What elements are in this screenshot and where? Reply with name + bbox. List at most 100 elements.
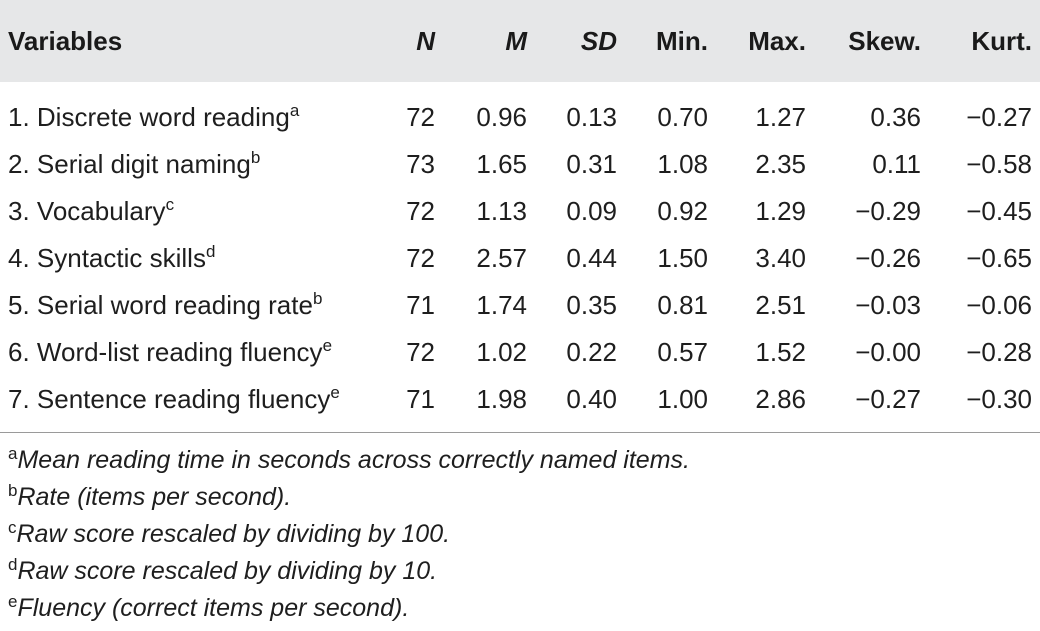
variable-name: 4. Syntactic skillsd xyxy=(0,235,395,282)
cell-min: 1.00 xyxy=(657,384,708,414)
header-skew: Skew. xyxy=(848,25,921,56)
table-row: 6. Word-list reading fluencye 72 1.02 0.… xyxy=(0,329,1040,376)
cell-sd: 0.09 xyxy=(566,196,617,226)
footnote-mark: b xyxy=(250,148,261,167)
cell-max: 3.40 xyxy=(755,243,806,273)
cell-skew: −0.03 xyxy=(855,290,921,320)
cell-max: 2.51 xyxy=(755,290,806,320)
cell-n: 71 xyxy=(406,290,435,320)
variable-name: 5. Serial word reading rateb xyxy=(0,282,395,329)
cell-kurt: −0.06 xyxy=(966,290,1032,320)
variable-label: 5. Serial word reading rate xyxy=(8,290,313,320)
variable-name: 1. Discrete word readinga xyxy=(0,94,395,141)
cell-sd: 0.13 xyxy=(566,102,617,132)
cell-min: 1.50 xyxy=(657,243,708,273)
footnote-mark: e xyxy=(322,336,333,355)
variable-name: 7. Sentence reading fluencye xyxy=(0,376,395,429)
variable-name: 6. Word-list reading fluencye xyxy=(0,329,395,376)
cell-m: 0.96 xyxy=(476,102,527,132)
variable-label: 3. Vocabulary xyxy=(8,196,166,226)
footnote: cRaw score rescaled by dividing by 100. xyxy=(8,516,690,553)
cell-kurt: −0.27 xyxy=(966,102,1032,132)
cell-skew: −0.29 xyxy=(855,196,921,226)
cell-m: 1.98 xyxy=(476,384,527,414)
footnote: eFluency (correct items per second). xyxy=(8,590,690,627)
cell-max: 1.52 xyxy=(755,337,806,367)
table-row: 1. Discrete word readinga 72 0.96 0.13 0… xyxy=(0,94,1040,141)
cell-n: 71 xyxy=(406,384,435,414)
cell-m: 1.13 xyxy=(476,196,527,226)
footnote-mark: c xyxy=(165,195,175,214)
cell-sd: 0.22 xyxy=(566,337,617,367)
cell-sd: 0.31 xyxy=(566,149,617,179)
footnote-mark: e xyxy=(8,592,18,611)
cell-min: 1.08 xyxy=(657,149,708,179)
cell-n: 72 xyxy=(406,337,435,367)
cell-max: 1.27 xyxy=(755,102,806,132)
cell-max: 2.86 xyxy=(755,384,806,414)
cell-skew: −0.26 xyxy=(855,243,921,273)
descriptive-stats-table: Variables N M SD Min. Max. Skew. Kurt. 1… xyxy=(0,0,1040,429)
cell-m: 1.74 xyxy=(476,290,527,320)
cell-skew: −0.00 xyxy=(855,337,921,367)
variable-label: 1. Discrete word reading xyxy=(8,102,290,132)
cell-n: 72 xyxy=(406,243,435,273)
cell-min: 0.70 xyxy=(657,102,708,132)
table-bottom-rule xyxy=(0,432,1040,433)
header-n: N xyxy=(416,25,435,56)
header-row: Variables N M SD Min. Max. Skew. Kurt. xyxy=(0,0,1040,82)
footnote-mark: d xyxy=(8,555,18,574)
cell-kurt: −0.58 xyxy=(966,149,1032,179)
footnote-text: Fluency (correct items per second). xyxy=(17,594,410,622)
cell-m: 2.57 xyxy=(476,243,527,273)
cell-skew: 0.11 xyxy=(872,149,921,179)
cell-skew: 0.36 xyxy=(870,102,921,132)
footnote-text: Mean reading time in seconds across corr… xyxy=(17,446,690,474)
cell-min: 0.81 xyxy=(657,290,708,320)
header-sd: SD xyxy=(580,25,617,56)
cell-min: 0.57 xyxy=(657,337,708,367)
cell-sd: 0.40 xyxy=(566,384,617,414)
variable-label: 6. Word-list reading fluency xyxy=(8,337,323,367)
cell-n: 73 xyxy=(406,149,435,179)
cell-n: 72 xyxy=(406,102,435,132)
cell-m: 1.02 xyxy=(476,337,527,367)
cell-kurt: −0.28 xyxy=(966,337,1032,367)
header-kurt: Kurt. xyxy=(971,25,1032,56)
footnote-text: Rate (items per second). xyxy=(17,483,292,511)
variable-label: 2. Serial digit naming xyxy=(8,149,251,179)
footnote-mark: a xyxy=(289,101,300,120)
cell-kurt: −0.65 xyxy=(966,243,1032,273)
table-footnotes: aMean reading time in seconds across cor… xyxy=(8,442,690,627)
footnote-text: Raw score rescaled by dividing by 100. xyxy=(16,520,451,548)
footnote-mark: e xyxy=(330,383,340,402)
footnote-mark: b xyxy=(312,289,323,308)
cell-max: 2.35 xyxy=(755,149,806,179)
cell-max: 1.29 xyxy=(755,196,806,226)
footnote-text: Raw score rescaled by dividing by 10. xyxy=(17,557,438,585)
variable-name: 3. Vocabularyc xyxy=(0,188,395,235)
header-band xyxy=(0,0,1040,82)
footnote-mark: b xyxy=(8,481,18,500)
table-row: 5. Serial word reading rateb 71 1.74 0.3… xyxy=(0,282,1040,329)
cell-sd: 0.35 xyxy=(566,290,617,320)
footnote-mark: d xyxy=(205,242,216,261)
variable-label: 7. Sentence reading fluency xyxy=(8,384,331,414)
header-max: Max. xyxy=(748,25,806,56)
cell-kurt: −0.45 xyxy=(966,196,1032,226)
cell-kurt: −0.30 xyxy=(966,384,1032,414)
cell-n: 72 xyxy=(406,196,435,226)
footnote-mark: a xyxy=(8,444,18,463)
table-row: 3. Vocabularyc 72 1.13 0.09 0.92 1.29 −0… xyxy=(0,188,1040,235)
footnote: bRate (items per second). xyxy=(8,479,690,516)
header-variables: Variables xyxy=(8,25,123,56)
footnote: aMean reading time in seconds across cor… xyxy=(8,442,690,479)
table-row: 7. Sentence reading fluencye 71 1.98 0.4… xyxy=(0,376,1040,429)
table-row: 4. Syntactic skillsd 72 2.57 0.44 1.50 3… xyxy=(0,235,1040,282)
footnote-mark: c xyxy=(8,518,17,537)
cell-min: 0.92 xyxy=(657,196,708,226)
footnote: dRaw score rescaled by dividing by 10. xyxy=(8,553,690,590)
header-m: M xyxy=(505,25,527,56)
header-min: Min. xyxy=(656,25,708,56)
